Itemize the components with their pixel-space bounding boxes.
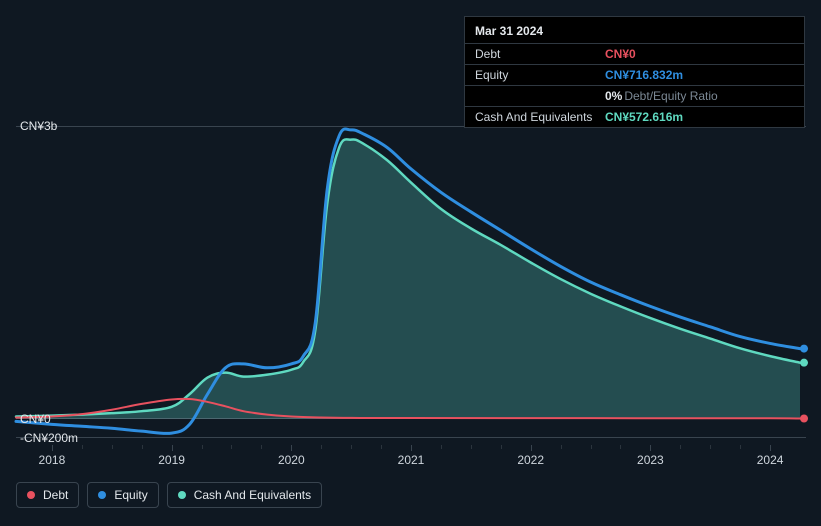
x-tick-label: 2018 (39, 453, 66, 467)
x-subtick (710, 445, 711, 449)
x-subtick (561, 445, 562, 449)
legend-label: Cash And Equivalents (194, 488, 311, 502)
tooltip-value: CN¥572.616m (605, 110, 683, 124)
x-tick-label: 2024 (757, 453, 784, 467)
tooltip-key: Debt (475, 47, 605, 61)
chart-plot[interactable]: CN¥3bCN¥0-CN¥200m (16, 126, 806, 438)
y-tick-label: CN¥0 (20, 412, 51, 426)
x-tick-label: 2022 (517, 453, 544, 467)
tooltip-row: Cash And EquivalentsCN¥572.616m (465, 107, 804, 127)
x-subtick (231, 445, 232, 449)
x-subtick (381, 445, 382, 449)
x-tick-label: 2023 (637, 453, 664, 467)
tooltip: Mar 31 2024 DebtCN¥0EquityCN¥716.832m0% … (464, 16, 805, 128)
legend-dot (27, 491, 35, 499)
x-subtick (591, 445, 592, 449)
x-tick (291, 445, 292, 451)
x-tick (411, 445, 412, 451)
x-subtick (321, 445, 322, 449)
y-tick-label: CN¥3b (20, 119, 57, 133)
tooltip-value: 0% (605, 89, 622, 103)
x-subtick (112, 445, 113, 449)
end-marker-cash (800, 359, 808, 367)
x-tick (172, 445, 173, 451)
tooltip-row: 0% Debt/Equity Ratio (465, 86, 804, 107)
x-tick (650, 445, 651, 451)
tooltip-row: DebtCN¥0 (465, 44, 804, 65)
tooltip-trail: Debt/Equity Ratio (624, 89, 717, 103)
tooltip-title: Mar 31 2024 (465, 17, 804, 44)
x-tick (52, 445, 53, 451)
x-axis: 2018 2019 2020 2021 2022 2023 2024 (16, 445, 806, 469)
x-subtick (142, 445, 143, 449)
end-marker-debt (800, 415, 808, 423)
x-tick-label: 2019 (158, 453, 185, 467)
tooltip-key: Cash And Equivalents (475, 110, 605, 124)
x-subtick (441, 445, 442, 449)
x-subtick (680, 445, 681, 449)
x-tick (531, 445, 532, 451)
legend-label: Debt (43, 488, 68, 502)
x-subtick (501, 445, 502, 449)
x-subtick (740, 445, 741, 449)
end-marker-equity (800, 345, 808, 353)
legend-item-debt[interactable]: Debt (16, 482, 79, 508)
tooltip-value: CN¥0 (605, 47, 636, 61)
tooltip-row: EquityCN¥716.832m (465, 65, 804, 86)
legend-label: Equity (114, 488, 147, 502)
x-tick-label: 2021 (398, 453, 425, 467)
x-subtick (351, 445, 352, 449)
x-tick-label: 2020 (278, 453, 305, 467)
x-subtick (620, 445, 621, 449)
legend: Debt Equity Cash And Equivalents (16, 482, 322, 508)
tooltip-value: CN¥716.832m (605, 68, 683, 82)
x-subtick (471, 445, 472, 449)
x-subtick (202, 445, 203, 449)
legend-item-cash[interactable]: Cash And Equivalents (167, 482, 322, 508)
tooltip-key: Equity (475, 68, 605, 82)
legend-item-equity[interactable]: Equity (87, 482, 158, 508)
x-subtick (82, 445, 83, 449)
legend-dot (178, 491, 186, 499)
x-tick (770, 445, 771, 451)
y-tick-label: -CN¥200m (20, 431, 78, 445)
legend-dot (98, 491, 106, 499)
x-subtick (261, 445, 262, 449)
